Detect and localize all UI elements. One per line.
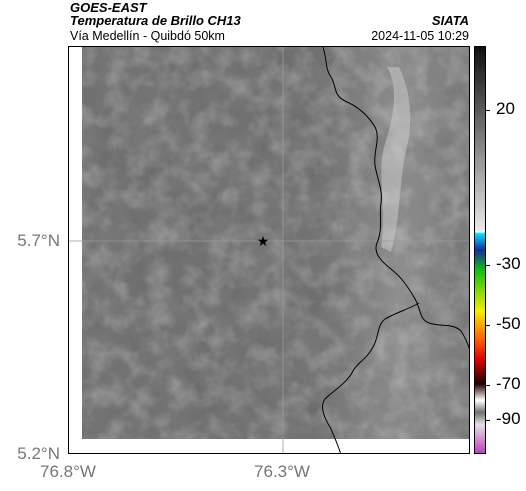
- colorbar-tick: [486, 110, 490, 111]
- colorbar-tick: [486, 265, 490, 266]
- colorbar-tick: [486, 420, 490, 421]
- star-marker: ★: [257, 234, 270, 250]
- department-border: [322, 47, 469, 349]
- colorbar-gradient: [475, 47, 485, 453]
- lon-tick-label: 76.8°W: [40, 462, 96, 481]
- colorbar-label: -50: [496, 314, 521, 333]
- datetime-label: 2024-11-05 10:29: [371, 29, 469, 43]
- department-border-south: [322, 302, 420, 453]
- brightness-field: [82, 47, 469, 439]
- colorbar-label: -90: [496, 409, 521, 428]
- route-subtitle: Vía Medellín - Quibdó 50km: [70, 29, 225, 43]
- satellite-map[interactable]: ★: [68, 46, 470, 454]
- colorbar: [474, 46, 486, 454]
- lon-tick-label: 76.3°W: [254, 462, 310, 481]
- colorbar-label: -70: [496, 374, 521, 393]
- satellite-title: GOES-EAST: [70, 0, 147, 15]
- product-title: Temperatura de Brillo CH13: [70, 13, 241, 28]
- cloud-band: [381, 67, 411, 252]
- colorbar-tick: [486, 385, 490, 386]
- colorbar-label: -30: [496, 254, 521, 273]
- map-canvas: ★: [69, 47, 469, 453]
- lat-tick-label: 5.2°N: [17, 444, 60, 463]
- colorbar-tick: [486, 325, 490, 326]
- agency-label: SIATA: [431, 13, 469, 28]
- colorbar-label: 20: [496, 99, 515, 118]
- lat-tick-label: 5.7°N: [17, 231, 60, 250]
